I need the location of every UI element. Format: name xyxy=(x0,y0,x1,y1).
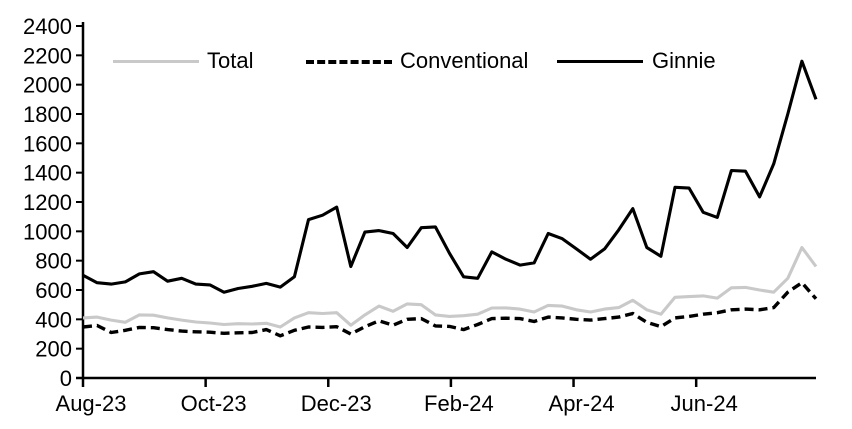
x-axis-label: Aug-23 xyxy=(56,391,127,416)
x-axis-label: Apr-24 xyxy=(549,391,615,416)
conventional-line-swatch xyxy=(306,60,392,64)
x-axis-label: Jun-24 xyxy=(671,391,738,416)
x-axis-label: Dec-23 xyxy=(301,391,372,416)
y-axis-label: 1800 xyxy=(23,102,72,127)
y-axis-label: 0 xyxy=(60,366,72,391)
y-axis-label: 1600 xyxy=(23,131,72,156)
y-axis-label: 800 xyxy=(35,249,72,274)
legend-label-conventional: Conventional xyxy=(400,48,529,73)
y-axis-label: 600 xyxy=(35,278,72,303)
y-axis-label: 2000 xyxy=(23,73,72,98)
series-line-total xyxy=(82,245,818,329)
ginnie-line-swatch xyxy=(557,60,643,63)
y-axis-label: 1000 xyxy=(23,219,72,244)
y-axis-label: 2400 xyxy=(23,14,72,39)
y-axis-label: 200 xyxy=(35,337,72,362)
series-line-conventional xyxy=(82,281,818,338)
x-axis-label: Oct-23 xyxy=(181,391,247,416)
y-axis-label: 2200 xyxy=(23,43,72,68)
total-line-swatch xyxy=(113,60,199,63)
legend-label-total: Total xyxy=(207,48,254,73)
y-axis-label: 400 xyxy=(35,307,72,332)
x-axis-label: Feb-24 xyxy=(424,391,494,416)
series-line-ginnie xyxy=(82,59,818,294)
legend-label-ginnie: Ginnie xyxy=(652,48,716,73)
y-axis-label: 1400 xyxy=(23,161,72,186)
y-axis-label: 1200 xyxy=(23,190,72,215)
